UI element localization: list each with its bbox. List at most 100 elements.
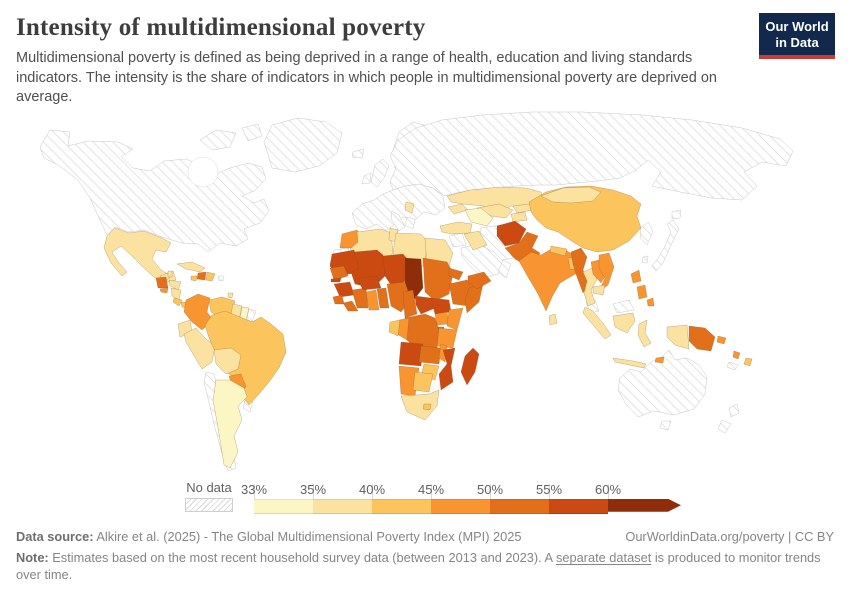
country-togo-benin[interactable] (376, 287, 390, 308)
country-cambodia[interactable] (592, 284, 606, 295)
separate-dataset-link[interactable]: separate dataset (555, 550, 652, 566)
country-gabon[interactable] (388, 319, 401, 337)
country-lesotho[interactable] (422, 403, 432, 410)
legend-tick (313, 483, 314, 510)
country-bolivia[interactable] (213, 347, 242, 374)
country-indonesia[interactable] (582, 306, 690, 368)
country-dominican-republic[interactable] (205, 271, 216, 281)
country-sri-lanka[interactable] (548, 313, 558, 326)
owid-url-link[interactable]: OurWorldinData.org/poverty (625, 528, 785, 544)
country-china[interactable] (528, 185, 642, 252)
country-solomon-islands[interactable] (716, 335, 727, 344)
country-cuba[interactable] (176, 261, 206, 272)
country-japan[interactable] (651, 209, 682, 272)
legend-bin[interactable] (608, 499, 681, 512)
country-taiwan[interactable] (641, 255, 649, 263)
country-senegal[interactable] (329, 265, 349, 280)
note-label: Note: (16, 550, 49, 566)
country-south-sudan[interactable] (430, 297, 452, 314)
country-east-timor[interactable] (654, 356, 665, 363)
country-angola[interactable] (398, 341, 424, 366)
country-oman[interactable] (497, 259, 512, 279)
country-europe-mainland[interactable] (351, 183, 446, 232)
country-eritrea[interactable] (448, 267, 464, 281)
country-iraq[interactable] (463, 230, 488, 250)
country-caucasus[interactable] (447, 203, 469, 214)
country-greece[interactable] (404, 216, 416, 230)
legend-tick-label: 35% (299, 481, 327, 497)
country-philippines[interactable] (630, 269, 655, 306)
country-tajikistan[interactable] (510, 211, 528, 222)
country-levant[interactable] (448, 232, 467, 247)
country-gambia[interactable] (330, 277, 342, 282)
country-papua-new-guinea[interactable] (688, 325, 716, 351)
country-balkans[interactable] (404, 201, 415, 214)
note-text-post: is produced to monitor trends over time. (16, 550, 821, 582)
country-nicaragua[interactable] (170, 287, 182, 301)
country-argentina[interactable] (212, 379, 248, 469)
country-honduras[interactable] (168, 279, 182, 291)
country-trinidad-and-tobago[interactable] (227, 292, 234, 298)
country-new-zealand[interactable] (717, 403, 740, 434)
owid-logo[interactable]: Our World in Data (759, 13, 835, 60)
country-turkmenistan[interactable] (464, 207, 494, 226)
country-korea[interactable] (639, 221, 654, 246)
country-burkina-faso[interactable] (356, 275, 382, 290)
country-belize[interactable] (167, 270, 173, 277)
page-title: Intensity of multidimensional poverty (16, 14, 426, 41)
country-south-africa[interactable] (400, 389, 440, 420)
country-peru[interactable] (183, 327, 216, 370)
country-malawi[interactable] (438, 343, 448, 363)
country-russia[interactable] (389, 111, 794, 200)
country-italy[interactable] (390, 210, 406, 232)
country-haiti[interactable] (196, 271, 207, 280)
country-sudan[interactable] (422, 257, 454, 301)
country-tanzania[interactable] (436, 327, 458, 348)
country-tasmania[interactable] (659, 420, 672, 430)
country-australia[interactable] (617, 349, 708, 417)
country-liberia[interactable] (342, 300, 359, 311)
country-saudi-arabia[interactable] (460, 243, 505, 278)
country-guatemala[interactable] (155, 276, 169, 288)
country-sierra-leone[interactable] (332, 294, 345, 304)
country-central-african-republic[interactable] (414, 295, 436, 315)
country-laos[interactable] (590, 259, 608, 284)
hudson-bay (187, 156, 219, 187)
country-zambia[interactable] (418, 345, 442, 364)
country-costa-rica[interactable] (172, 297, 183, 307)
country-ghana[interactable] (365, 289, 380, 310)
country-arctic-islands[interactable] (199, 123, 263, 150)
country-uganda[interactable] (434, 311, 450, 325)
country-cote-divoire[interactable] (351, 287, 369, 308)
country-vanuatu[interactable] (732, 350, 741, 360)
country-mongolia[interactable] (540, 186, 602, 203)
no-data-swatch[interactable] (185, 497, 233, 512)
legend-bin[interactable] (254, 498, 313, 514)
country-yemen[interactable] (467, 271, 492, 289)
country-fiji[interactable] (743, 357, 753, 367)
legend-bin[interactable] (313, 498, 372, 514)
legend-tick-label: 60% (594, 481, 622, 497)
country-botswana[interactable] (412, 371, 434, 392)
legend-bin[interactable] (431, 498, 490, 514)
legend-bin[interactable] (549, 498, 608, 514)
country-united-kingdom-ireland[interactable] (361, 158, 390, 188)
legend-no-data[interactable]: No data (185, 480, 233, 512)
country-mozambique[interactable] (438, 347, 456, 391)
country-cameroon[interactable] (402, 289, 418, 319)
country-jamaica[interactable] (190, 275, 198, 281)
country-united-states-canada[interactable] (39, 129, 270, 253)
country-puerto-rico[interactable] (217, 275, 225, 281)
country-guinea[interactable] (333, 281, 355, 297)
country-iceland[interactable] (351, 148, 365, 158)
country-madagascar[interactable] (460, 347, 480, 386)
license-link[interactable]: CC BY (794, 528, 834, 544)
legend-bin[interactable] (372, 498, 431, 514)
country-greenland[interactable] (263, 117, 343, 172)
country-el-salvador[interactable] (159, 287, 169, 293)
country-new-caledonia[interactable] (726, 361, 739, 370)
country-kenya[interactable] (446, 307, 464, 331)
legend-bin[interactable] (490, 498, 549, 514)
country-turkey[interactable] (439, 221, 473, 234)
country-nepal[interactable] (549, 245, 568, 256)
